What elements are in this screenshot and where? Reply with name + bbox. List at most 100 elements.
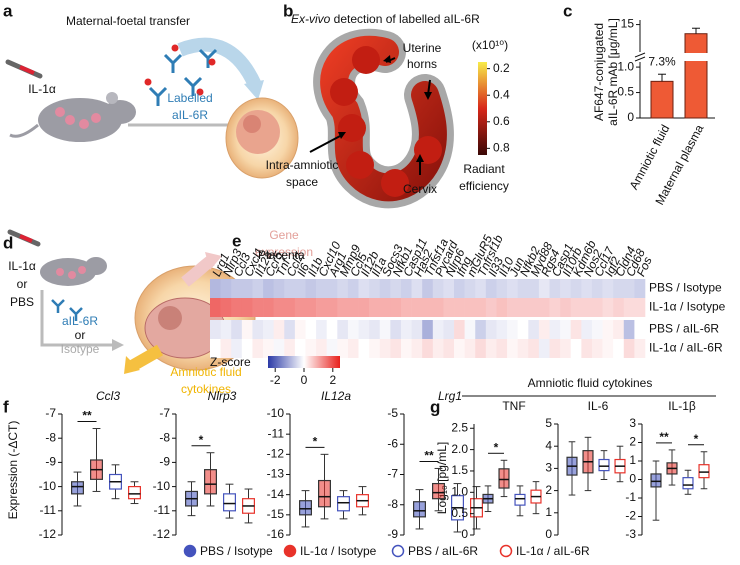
box (514, 493, 526, 506)
box (318, 479, 331, 508)
y-tick-label: -13 (267, 467, 285, 481)
y-tick-label: 1.5 (451, 463, 468, 477)
chart-title: IL-1β (668, 399, 696, 413)
colorbar-tick-label: 2 (329, 373, 336, 387)
heatmap-cell (422, 279, 434, 298)
heatmap-cell (570, 339, 582, 358)
box (204, 469, 217, 495)
heatmap-cell (581, 320, 593, 339)
y-tick-label: 3 (629, 416, 636, 430)
heatmap-cell (210, 279, 221, 298)
heatmap-cell (347, 339, 359, 358)
annotation: Uterine (403, 41, 442, 55)
heatmap-cell (252, 320, 264, 339)
significance-label: * (199, 433, 204, 447)
heatmap-cell (326, 339, 338, 358)
heatmap-cell (358, 339, 370, 358)
heatmap-cell (432, 320, 444, 339)
colorbar-title: Z-score (210, 355, 251, 369)
row-label: IL-1α / aIL-6R (649, 341, 723, 355)
heatmap-cell (485, 320, 497, 339)
heatmap-cell (517, 279, 529, 298)
panel-label: f (3, 397, 9, 416)
y-tick-label: -16 (267, 527, 285, 541)
heatmap-cell (305, 320, 317, 339)
legend-marker (499, 544, 513, 558)
heatmap-cell (528, 339, 540, 358)
heatmap-cell (347, 298, 359, 317)
heatmap-cell (549, 320, 561, 339)
heatmap-cell (263, 320, 274, 339)
heatmap-cell (369, 298, 381, 317)
heatmap-cell (294, 279, 306, 298)
box (71, 481, 84, 495)
box (337, 496, 350, 512)
y-tick-label: 5 (545, 416, 552, 430)
heatmap-cell (623, 339, 635, 358)
box (598, 458, 610, 472)
y-tick-label: 2 (629, 435, 636, 449)
annotation: Intra-amniotic (266, 158, 339, 172)
heatmap-cell (241, 279, 253, 298)
antibody-label: aIL-6R (172, 108, 208, 122)
heatmap-cell (358, 320, 370, 339)
heatmap-cell (528, 298, 540, 317)
y-tick-label: -10 (39, 479, 57, 493)
colorbar-tick-label: 0 (301, 373, 308, 387)
bar (650, 80, 674, 119)
readout-label: Gene (269, 228, 299, 242)
heatmap-cell (422, 339, 434, 358)
heatmap-cell (284, 298, 296, 317)
heatmap-cell (347, 279, 359, 298)
box (432, 482, 445, 500)
heatmap-cell (316, 279, 328, 298)
heatmap-cell (231, 298, 243, 317)
heatmap-cell (634, 298, 646, 317)
significance-label: * (494, 440, 499, 454)
readout-label: expression (255, 245, 313, 259)
legend-marker (183, 544, 197, 558)
heatmap-cell (432, 339, 444, 358)
box (413, 501, 426, 518)
heatmap-cell (602, 339, 614, 358)
heatmap-cell (273, 279, 285, 298)
heatmap-cell (591, 320, 603, 339)
heatmap-cell (507, 298, 518, 317)
heatmap-cell (400, 298, 412, 317)
heatmap-cell (411, 339, 423, 358)
heatmap-cell (316, 320, 328, 339)
heatmap-cell (517, 298, 529, 317)
heatmap-cell (464, 298, 476, 317)
heatmap-cell (358, 279, 370, 298)
y-tick-label: -11 (154, 503, 171, 517)
heatmap-cell (549, 339, 561, 358)
row-label: IL-1α / Isotype (649, 300, 726, 314)
heatmap-cell (634, 279, 646, 298)
y-tick-label: 0 (627, 110, 634, 124)
heatmap-cell (231, 339, 243, 358)
y-tick-label: -8 (387, 497, 398, 511)
heatmap-cell (432, 298, 444, 317)
legend-label: IL-1α / Isotype (300, 544, 377, 558)
readout-label: cytokines (181, 382, 231, 396)
heatmap-cell (528, 279, 540, 298)
y-tick-label: -8 (159, 430, 170, 444)
y-tick-label: 4 (545, 438, 552, 452)
box (128, 486, 141, 500)
significance-label: * (313, 435, 318, 449)
significance-label: ** (82, 409, 92, 423)
heatmap-cell (379, 279, 391, 298)
heatmap-cell (538, 279, 550, 298)
y-tick-label: 2.5 (451, 420, 468, 434)
agent-label: IL-1α (8, 259, 36, 273)
axis-break (634, 56, 646, 62)
significance-label: * (694, 432, 699, 446)
agent-label: PBS (10, 295, 34, 309)
y-tick-label: -15 (267, 507, 285, 521)
heatmap-cell (496, 320, 508, 339)
heatmap-cell (411, 320, 423, 339)
colorbar-tick-label: -2 (270, 373, 281, 387)
axis-break (634, 52, 646, 58)
heatmap-cell (379, 298, 391, 317)
